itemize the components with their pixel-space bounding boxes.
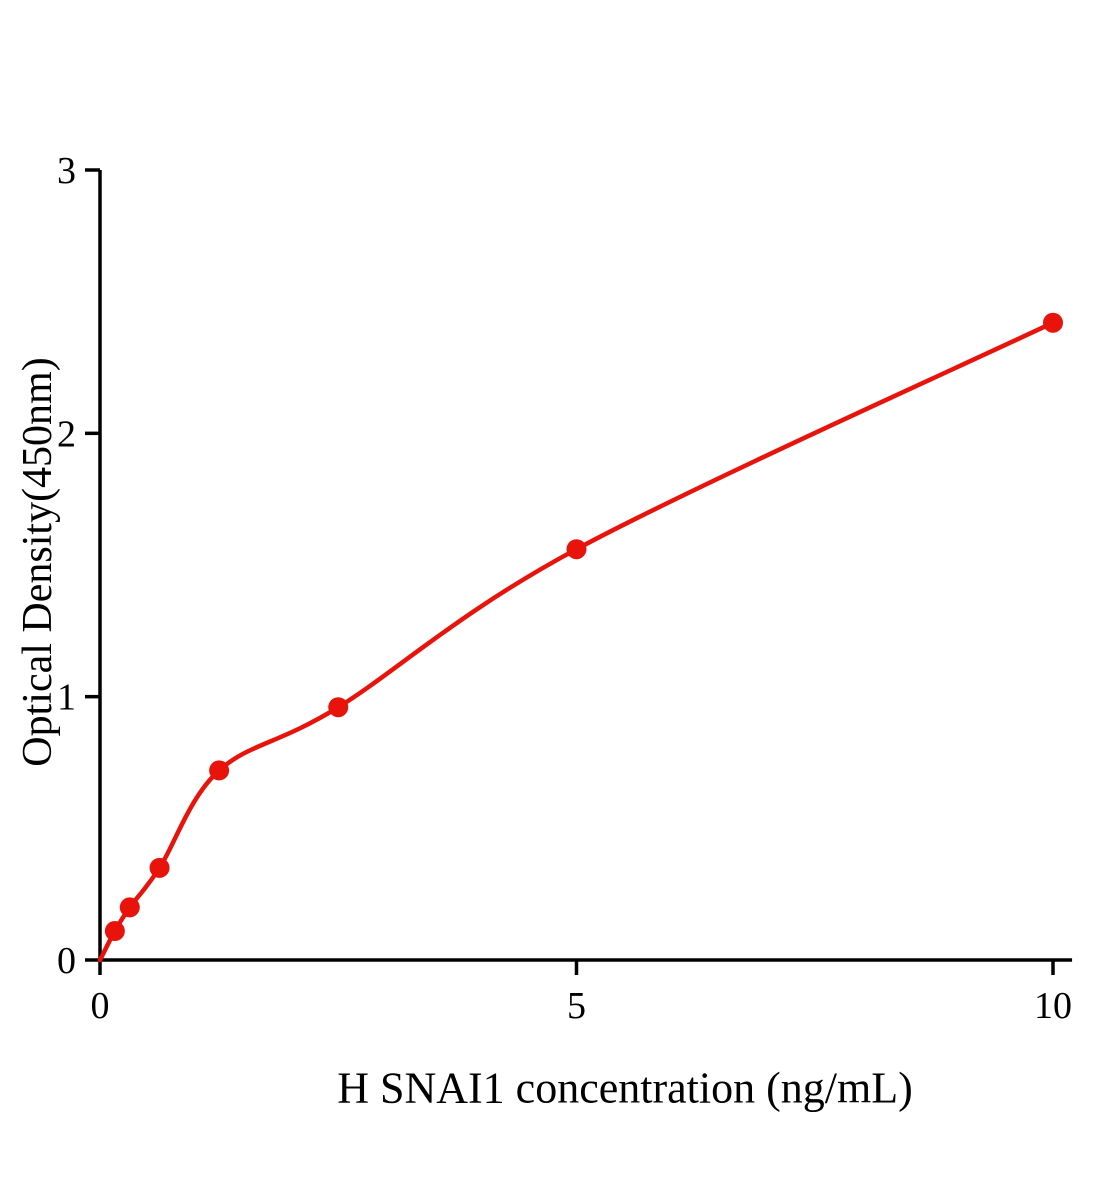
y-axis-title: Optical Density(450nm) <box>15 357 61 767</box>
data-point <box>149 857 170 878</box>
data-point <box>1043 312 1063 333</box>
data-point <box>104 921 125 942</box>
data-point <box>209 760 230 781</box>
fit-curve <box>97 320 1056 963</box>
x-tick-label: 0 <box>91 985 110 1027</box>
y-tick-label: 1 <box>57 677 76 719</box>
y-tick-label: 0 <box>57 940 76 982</box>
y-tick-label: 3 <box>57 150 76 192</box>
x-tick-label: 10 <box>1034 985 1072 1027</box>
data-point <box>119 897 140 918</box>
data-point <box>328 697 349 718</box>
x-tick-label: 5 <box>567 985 586 1027</box>
x-axis-title: H SNAI1 concentration (ng/mL) <box>337 1063 913 1113</box>
data-point <box>566 539 587 560</box>
y-tick-label: 2 <box>57 413 76 455</box>
